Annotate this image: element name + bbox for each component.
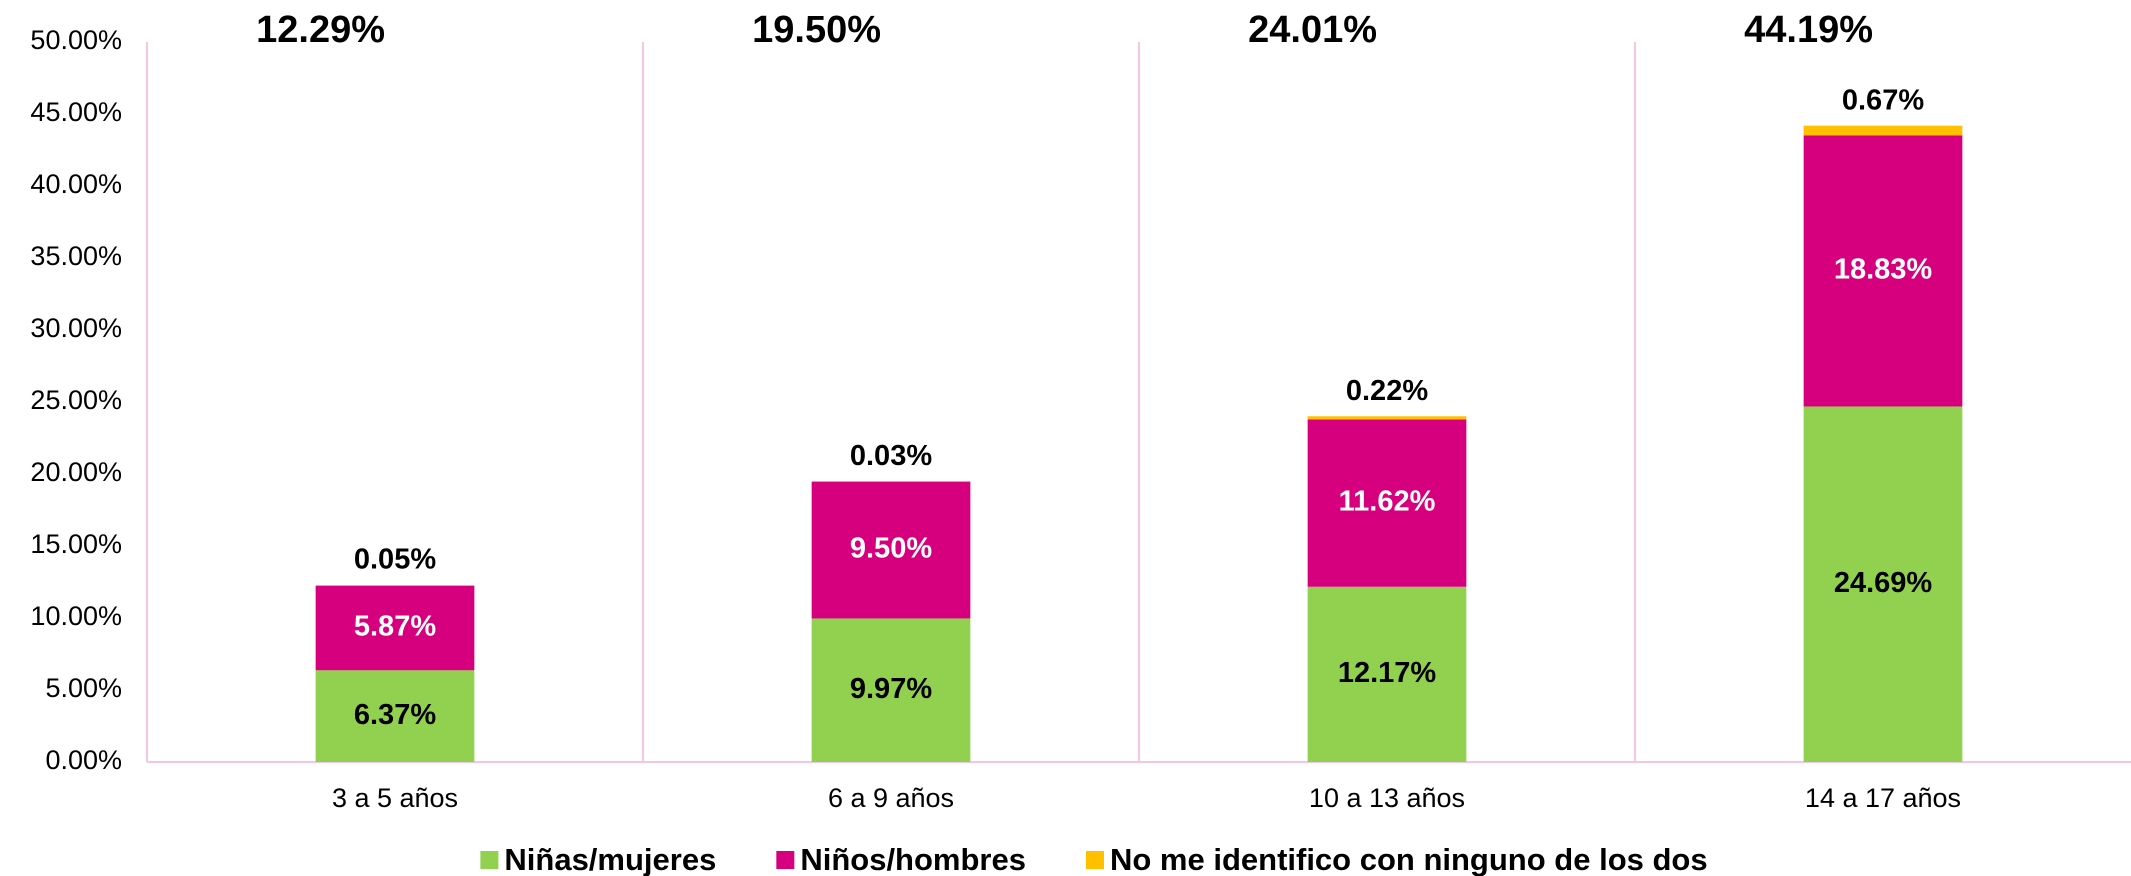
legend-swatch xyxy=(480,851,499,869)
bar-segment xyxy=(1307,586,1467,762)
data-label: 18.83% xyxy=(1834,254,1933,286)
bar-segment xyxy=(811,481,971,619)
total-label: 19.50% xyxy=(752,9,881,51)
total-label: 24.01% xyxy=(1248,9,1377,51)
legend-label: No me identifico con ninguno de los dos xyxy=(1110,842,1708,876)
bar-segment xyxy=(1803,406,1963,762)
data-label: 0.67% xyxy=(1842,84,1924,116)
y-tick-label: 50.00% xyxy=(30,25,122,55)
y-tick-label: 20.00% xyxy=(30,457,122,487)
total-label: 44.19% xyxy=(1744,9,1873,51)
y-tick-label: 40.00% xyxy=(30,169,122,199)
legend-label: Niños/hombres xyxy=(800,842,1026,876)
data-label: 9.97% xyxy=(850,673,932,705)
data-label: 6.37% xyxy=(354,699,436,731)
bar-segment xyxy=(315,585,475,671)
x-tick-label: 14 a 17 años xyxy=(1805,783,1961,813)
data-label: 9.50% xyxy=(850,533,932,565)
total-label: 12.29% xyxy=(256,9,385,51)
legend-swatch xyxy=(776,851,795,869)
bar-segment xyxy=(811,618,971,762)
bar-segment xyxy=(315,670,475,762)
x-tick-label: 3 a 5 años xyxy=(332,783,458,813)
y-tick-label: 45.00% xyxy=(30,97,122,127)
y-tick-label: 35.00% xyxy=(30,241,122,271)
bar-segment xyxy=(315,585,475,586)
data-label: 11.62% xyxy=(1339,486,1436,518)
bar-segment xyxy=(1307,419,1467,587)
data-label: 0.05% xyxy=(354,544,436,576)
bar-segment xyxy=(1803,135,1963,407)
data-label: 12.17% xyxy=(1338,657,1437,689)
legend-label: Niñas/mujeres xyxy=(504,842,716,876)
data-label: 24.69% xyxy=(1834,567,1933,599)
y-tick-label: 25.00% xyxy=(30,385,122,415)
x-tick-label: 10 a 13 años xyxy=(1309,783,1465,813)
bar-segment xyxy=(1307,416,1467,420)
x-tick-label: 6 a 9 años xyxy=(828,783,954,813)
y-tick-label: 5.00% xyxy=(45,673,122,703)
data-label: 5.87% xyxy=(354,611,436,643)
y-tick-label: 0.00% xyxy=(45,745,122,775)
legend-swatch xyxy=(1085,851,1104,869)
bar-segment xyxy=(1803,125,1963,136)
data-label: 0.22% xyxy=(1346,375,1428,407)
data-label: 0.03% xyxy=(850,440,932,472)
y-tick-label: 10.00% xyxy=(30,601,122,631)
y-tick-label: 30.00% xyxy=(30,313,122,343)
y-tick-label: 15.00% xyxy=(30,529,122,559)
